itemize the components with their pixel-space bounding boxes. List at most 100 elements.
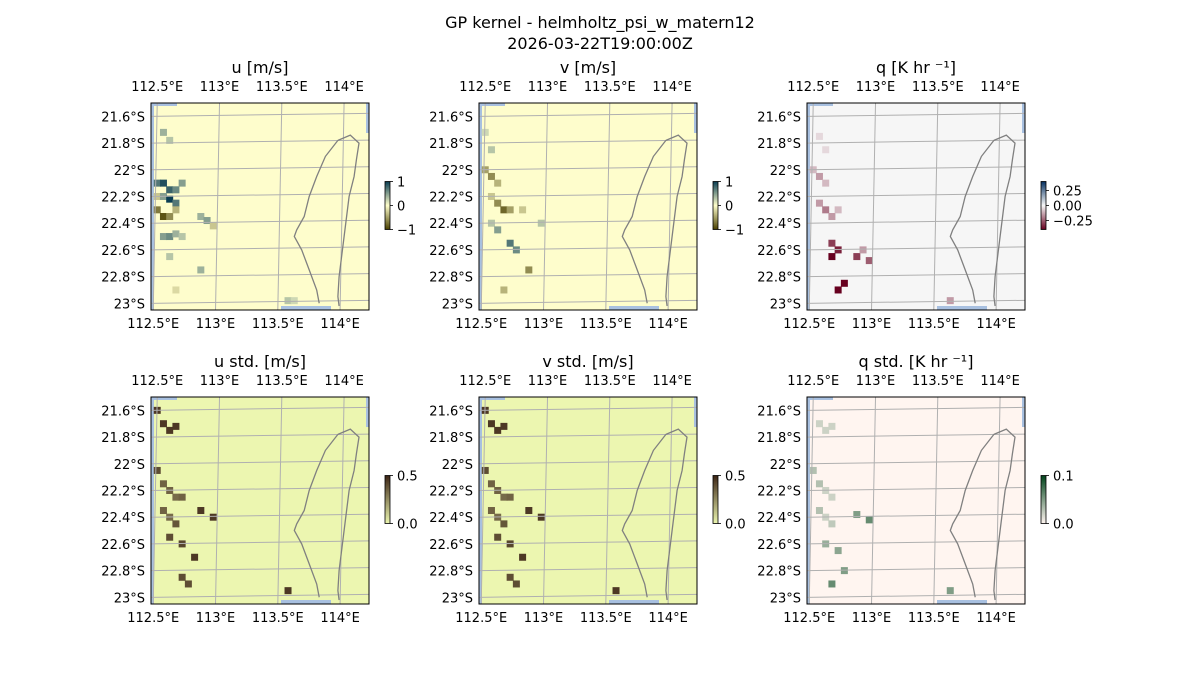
gridline-lat <box>151 273 369 278</box>
data-cell <box>284 297 292 305</box>
lon-tick-label-bottom: 112.5°E <box>783 611 835 626</box>
data-cell <box>494 179 502 187</box>
data-cell <box>178 573 186 581</box>
data-cell <box>203 217 211 225</box>
lon-tick-label-bottom: 113°E <box>196 611 236 626</box>
peninsula-outline <box>293 433 339 598</box>
data-cell <box>865 257 873 265</box>
ocean-strip-bottom <box>281 306 331 310</box>
lon-tick-label-bottom: 112.5°E <box>127 611 179 626</box>
gridline-lat <box>807 486 1025 491</box>
lat-tick-label: 22.8°S <box>101 271 145 286</box>
data-cell <box>506 493 514 501</box>
coastline <box>993 134 1016 307</box>
colorbar-tick-label: 1 <box>397 176 405 191</box>
coastline <box>665 134 688 307</box>
data-cell <box>500 206 508 214</box>
data-cell <box>815 132 823 140</box>
gridline-lat <box>151 513 369 518</box>
lon-tick-label-bottom: 113.5°E <box>580 317 632 332</box>
ocean-strip-bottom <box>281 600 331 604</box>
gridline-lat <box>151 112 369 117</box>
gridline-lat <box>479 486 697 491</box>
lat-tick-label: 22.8°S <box>429 271 473 286</box>
map-background <box>807 397 1025 604</box>
gridline-lat <box>151 486 369 491</box>
gridline-lat <box>807 139 1025 144</box>
data-cell <box>191 553 199 561</box>
lon-tick-label-top: 112.5°E <box>131 80 183 95</box>
data-cell <box>612 587 620 595</box>
lon-tick-label-bottom: 113.5°E <box>908 611 960 626</box>
data-cell <box>172 199 180 207</box>
map-frame <box>478 396 698 605</box>
lon-tick-label-bottom: 112.5°E <box>455 611 507 626</box>
lon-tick-label-bottom: 112.5°E <box>455 317 507 332</box>
data-cell <box>178 233 186 241</box>
lon-tick-label-top: 114°E <box>980 374 1020 389</box>
colorbar-tick-label: 1 <box>725 176 733 191</box>
lon-tick-label-bottom: 113°E <box>852 611 892 626</box>
data-cell <box>828 239 836 247</box>
data-cell <box>519 206 527 214</box>
data-cell <box>159 128 167 136</box>
lon-tick-label-top: 113.5°E <box>912 80 964 95</box>
data-cell <box>172 520 180 528</box>
lat-tick-label: 21.8°S <box>429 137 473 152</box>
gridline-lat <box>151 460 369 465</box>
lat-tick-label: 22.6°S <box>101 538 145 553</box>
lon-tick-label-bottom: 114°E <box>976 611 1016 626</box>
data-cell <box>519 553 527 561</box>
lat-tick-label: 21.8°S <box>101 431 145 446</box>
gridline-lat <box>479 460 697 465</box>
gridline-lat <box>479 406 697 411</box>
coastline <box>337 428 360 601</box>
lat-tick-label: 22.6°S <box>429 244 473 259</box>
gridline-lat <box>151 219 369 224</box>
lat-tick-label: 22.4°S <box>101 217 145 232</box>
data-cell <box>865 516 873 524</box>
ocean-strip-top <box>151 103 177 106</box>
map-content <box>151 103 369 310</box>
data-cell <box>172 206 180 214</box>
ocean-strip-bottom <box>609 600 659 604</box>
map-content <box>151 397 369 604</box>
lat-tick-label: 21.6°S <box>101 110 145 125</box>
ocean-strip-right <box>694 397 697 427</box>
data-cell <box>500 286 508 294</box>
peninsula-outline <box>949 433 995 598</box>
map-frame <box>150 102 370 311</box>
lat-tick-label: 22.2°S <box>757 484 801 499</box>
data-cell <box>840 279 848 287</box>
lat-tick-label: 22.4°S <box>757 217 801 232</box>
ocean-strip-left <box>479 397 482 604</box>
data-cell <box>153 466 161 474</box>
lon-tick-label-bottom: 113°E <box>524 611 564 626</box>
data-cell <box>290 297 298 305</box>
data-cell <box>946 297 954 305</box>
data-cell <box>809 466 817 474</box>
data-cell <box>153 206 161 214</box>
ocean-strip-right <box>366 397 369 427</box>
lat-tick-label: 22.6°S <box>429 538 473 553</box>
ocean-strip-right <box>1022 103 1025 133</box>
lat-tick-label: 22.4°S <box>757 511 801 526</box>
data-cell <box>178 493 186 501</box>
map-background <box>151 103 369 310</box>
lat-tick-label: 23°S <box>114 297 145 312</box>
figure-title: GP kernel - helmholtz_psi_w_matern12 <box>445 13 755 33</box>
data-cell <box>197 266 205 274</box>
lon-tick-label-top: 113°E <box>528 374 568 389</box>
ocean-strip-right <box>1022 397 1025 427</box>
colorbar-tick-label: 0.5 <box>397 470 418 485</box>
data-cell <box>166 195 174 203</box>
lon-tick-label-bottom: 113°E <box>196 317 236 332</box>
map-frame <box>150 396 370 605</box>
data-cell <box>506 206 514 214</box>
data-cell <box>172 493 180 501</box>
lon-tick-label-top: 114°E <box>652 374 692 389</box>
lon-tick-label-top: 113°E <box>856 374 896 389</box>
data-cell <box>172 422 180 430</box>
data-cell <box>500 520 508 528</box>
map-content <box>807 103 1025 310</box>
